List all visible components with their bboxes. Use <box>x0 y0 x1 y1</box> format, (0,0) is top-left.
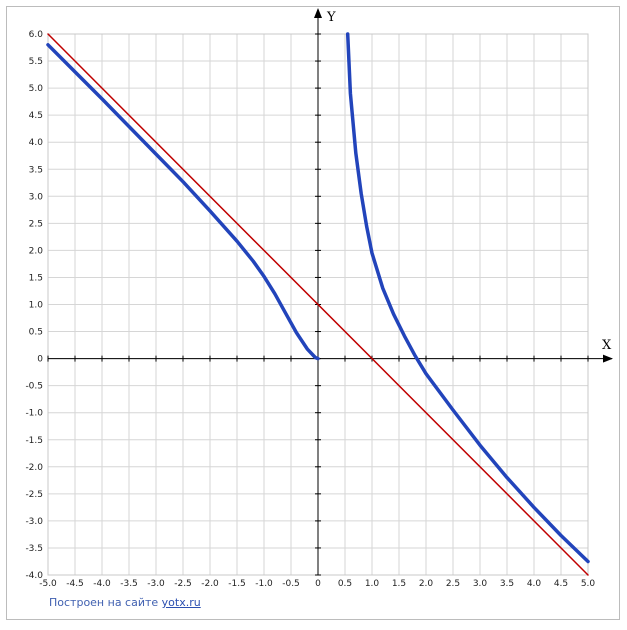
x-tick-label: -3.0 <box>147 579 165 589</box>
y-tick-label: 2.0 <box>29 246 44 256</box>
x-tick-label: -1.0 <box>255 579 273 589</box>
series-1-segment-0 <box>47 33 589 576</box>
y-tick-label: 0.5 <box>29 328 43 338</box>
x-tick-label: 4.0 <box>527 579 542 589</box>
x-tick-label: 1.0 <box>365 579 380 589</box>
y-tick-label: 3.5 <box>29 165 43 175</box>
credit: Построен на сайте yotx.ru <box>49 596 201 609</box>
x-tick-label: 3.0 <box>473 579 488 589</box>
y-tick-label: 1.0 <box>29 301 44 311</box>
y-tick-label: -4.0 <box>25 571 43 581</box>
y-tick-label: 4.0 <box>29 138 44 148</box>
x-tick-label: 5.0 <box>581 579 596 589</box>
x-tick-label: -5.0 <box>39 579 57 589</box>
y-tick-label: 5.5 <box>29 57 43 67</box>
x-tick-label: -2.5 <box>174 579 192 589</box>
x-tick-label: 0 <box>315 579 321 589</box>
x-axis-label: X <box>602 338 612 353</box>
x-tick-label: -2.0 <box>201 579 219 589</box>
x-tick-label: -0.5 <box>282 579 300 589</box>
y-axis-label: Y <box>326 10 336 25</box>
y-tick-label: -0.5 <box>25 382 43 392</box>
y-tick-label: -3.5 <box>25 544 43 554</box>
chart-frame <box>6 6 620 620</box>
y-tick-label: 5.0 <box>29 84 44 94</box>
series-0-segment-0 <box>46 43 320 361</box>
y-tick-label: 1.5 <box>29 273 43 283</box>
y-tick-label: 2.5 <box>29 219 43 229</box>
y-tick-label: -1.5 <box>25 436 43 446</box>
credit-link[interactable]: yotx.ru <box>161 596 201 609</box>
x-tick-label: 4.5 <box>554 579 568 589</box>
x-tick-label: -1.5 <box>228 579 246 589</box>
y-tick-label: 0 <box>37 355 43 365</box>
x-tick-label: -3.5 <box>120 579 138 589</box>
x-tick-label: -4.0 <box>93 579 111 589</box>
x-tick-label: 2.0 <box>419 579 434 589</box>
y-tick-label: 3.0 <box>29 192 44 202</box>
x-tick-label: 1.5 <box>392 579 406 589</box>
y-tick-label: 4.5 <box>29 111 43 121</box>
series-group <box>46 32 590 576</box>
x-tick-label: 2.5 <box>446 579 460 589</box>
x-tick-label: -4.5 <box>66 579 84 589</box>
y-tick-label: -1.0 <box>25 409 43 419</box>
x-tick-label: 3.5 <box>500 579 514 589</box>
series-0-segment-1 <box>345 32 590 564</box>
tick-labels: -5.0 -4.5 -4.0 -3.5 -3.0 -2.5 -2.0 -1.5 -1.0 -0.5… <box>25 30 595 589</box>
axes <box>47 8 613 576</box>
credit-text: Построен на сайте <box>49 596 159 609</box>
y-tick-label: -3.0 <box>25 517 43 527</box>
x-tick-label: 0.5 <box>338 579 352 589</box>
y-tick-label: -2.5 <box>25 490 43 500</box>
y-tick-label: -2.0 <box>25 463 43 473</box>
y-tick-label: 6.0 <box>29 30 44 40</box>
